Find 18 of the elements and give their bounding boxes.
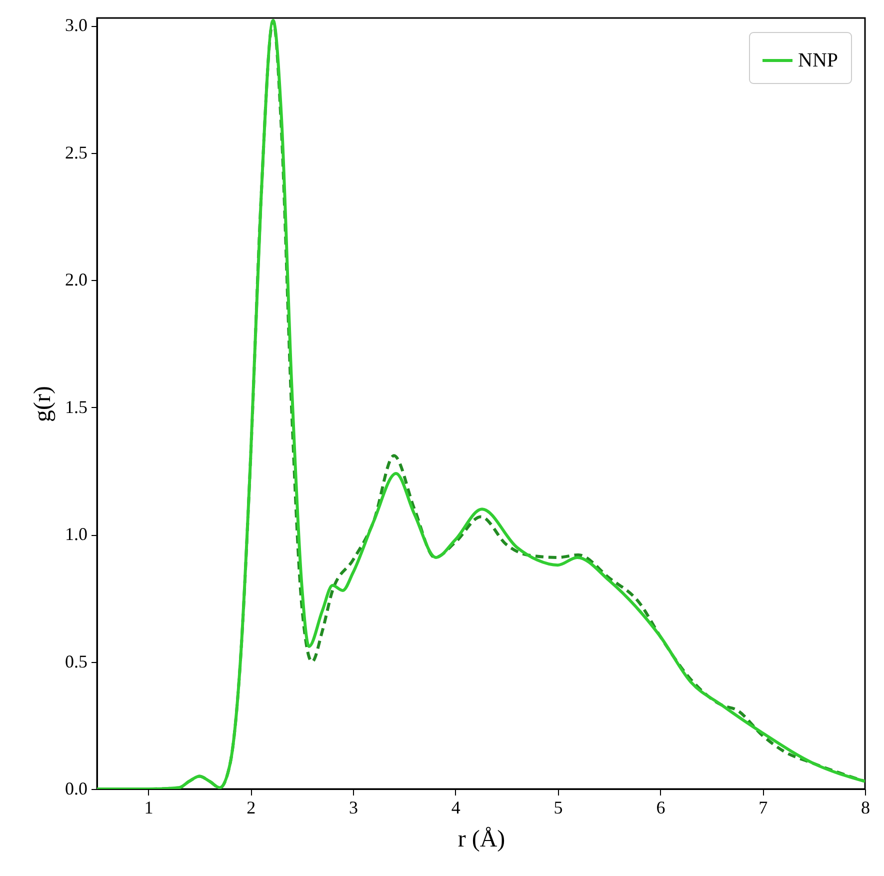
y-tick-label: 3.0 <box>65 15 88 36</box>
x-axis-title: r (Å) <box>458 826 506 852</box>
x-tick-label: 3 <box>349 798 358 818</box>
y-tick-label: 1.0 <box>65 524 88 544</box>
x-tick-label: 4 <box>451 798 460 818</box>
x-tick-label: 5 <box>554 798 563 818</box>
y-tick-label: 0.0 <box>65 778 88 798</box>
y-tick-label: 0.5 <box>65 651 88 672</box>
y-tick-label: 2.0 <box>65 270 88 290</box>
y-tick-label: 2.5 <box>65 142 88 162</box>
y-tick-label: 1.5 <box>65 396 88 417</box>
y-axis-title: g(r) <box>30 386 56 422</box>
legend-label: NNP <box>798 50 838 72</box>
x-tick-label: 2 <box>246 798 256 818</box>
x-tick-label: 7 <box>758 798 768 818</box>
x-tick-label: 6 <box>656 798 666 818</box>
x-tick-label: 8 <box>861 798 870 818</box>
x-tick-label: 1 <box>144 798 154 818</box>
